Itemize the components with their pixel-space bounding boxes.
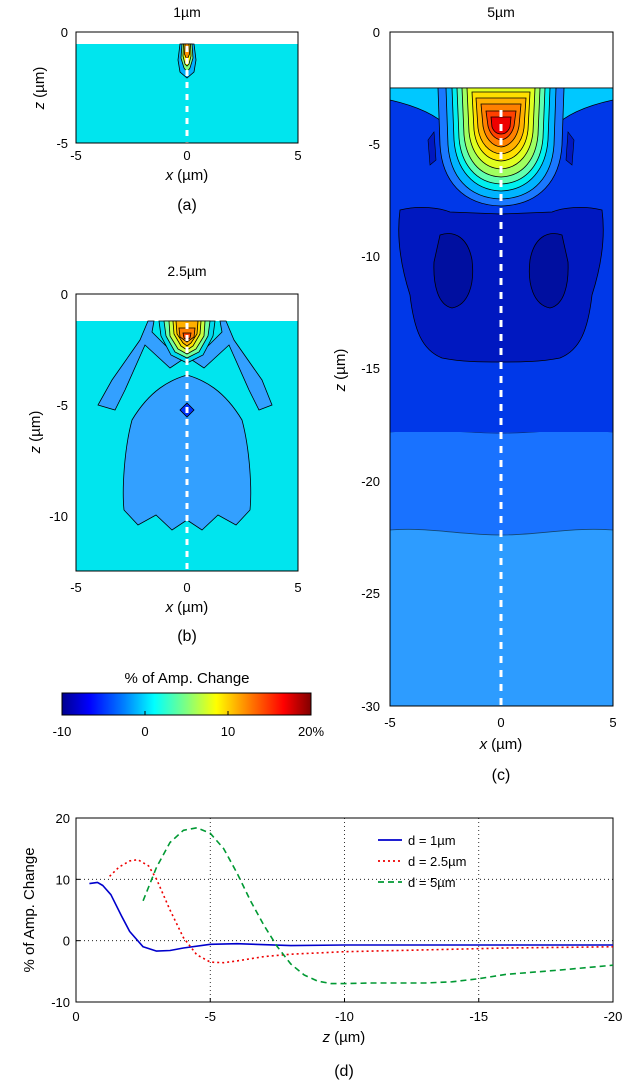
panel-c-ytick: -30 xyxy=(361,699,380,714)
panel-d-xlabel-unit: (µm) xyxy=(334,1029,365,1046)
panel-c-xlabel-unit: (µm) xyxy=(491,736,522,753)
panel-b-xtick: 0 xyxy=(183,580,190,595)
panel-d-series-line-2 xyxy=(109,858,614,964)
panel-d-series-line-1 xyxy=(89,881,613,952)
panel-c-title: 5µm xyxy=(487,4,515,20)
panel-c-ylabel: z (µm) xyxy=(332,349,349,393)
panel-c-ytick: -5 xyxy=(368,137,380,152)
panel-a-frame xyxy=(75,31,299,144)
panel-d-legend-label: d = 2.5µm xyxy=(408,854,466,869)
panel-b-xlabel-var: x xyxy=(165,599,174,616)
panel-d-xtick-label: -15 xyxy=(469,1009,488,1024)
panel-c-x-ticks: -5 0 5 xyxy=(384,715,616,730)
panel-b-ylabel-unit: (µm) xyxy=(27,411,44,442)
panel-b-ytick: -10 xyxy=(49,509,68,524)
panel-b-xlabel-unit: (µm) xyxy=(177,599,208,616)
colorbar-tick-label: 20% xyxy=(298,724,324,739)
panel-c-contour xyxy=(433,233,474,309)
panel-b-y-ticks: 0 -5 -10 xyxy=(49,287,68,524)
panel-d-ytick-label: -10 xyxy=(51,995,70,1010)
panel-b-ylabel: z (µm) xyxy=(27,411,44,455)
colorbar-tick-label: 10 xyxy=(221,724,235,739)
panel-b-ytick: 0 xyxy=(61,287,68,302)
panel-d-ylabel: % of Amp. Change xyxy=(21,847,38,972)
panel-d-legend: d = 1µm d = 2.5µm d = 5µm xyxy=(378,833,466,890)
panel-d-ytick-label: 20 xyxy=(56,811,70,826)
panel-b-contour xyxy=(97,320,183,411)
panel-b-frame xyxy=(75,293,299,572)
panel-a-ytick: 0 xyxy=(61,25,68,40)
colorbar-title: % of Amp. Change xyxy=(124,670,249,687)
panel-d-xlabel-var: z xyxy=(322,1029,331,1046)
panel-a-ylabel: z (µm) xyxy=(31,67,48,111)
panel-d-series xyxy=(89,827,614,985)
panel-a-xlabel: x (µm) xyxy=(165,167,209,184)
panel-a-x-ticks: -5 0 5 xyxy=(70,148,301,163)
colorbar-gradient xyxy=(61,692,312,716)
panel-b-xtick: 5 xyxy=(294,580,301,595)
panel-d-ytick-label: 10 xyxy=(56,872,70,887)
panel-d-xlabel: z (µm) xyxy=(322,1029,366,1046)
panel-d-caption: (d) xyxy=(334,1063,354,1080)
panel-c-ylabel-unit: (µm) xyxy=(332,349,349,380)
panel-c-y-ticks: 0 -5 -10 -15 -20 -25 -30 xyxy=(361,25,380,714)
panel-c-ytick: -10 xyxy=(361,249,380,264)
colorbar: % of Amp. Change -10 0 10 20% xyxy=(53,670,325,739)
panel-c-ytick: 0 xyxy=(373,25,380,40)
panel-b-x-ticks: -5 0 5 xyxy=(70,580,301,595)
panel-b-caption: (b) xyxy=(177,628,197,645)
panel-d-y-ticks: 20 10 0 -10 xyxy=(51,811,80,1010)
panel-b-xtick: -5 xyxy=(70,580,82,595)
panel-d-legend-label: d = 5µm xyxy=(408,875,456,890)
colorbar-ticks: -10 0 10 20% xyxy=(53,711,324,739)
panel-c-ylabel-var: z xyxy=(332,383,349,392)
panel-a: 1µm -5 0 5 0 -5 x (µm) z(µm) (a) xyxy=(31,4,302,214)
panel-d-xtick-label: -20 xyxy=(604,1009,623,1024)
colorbar-tick-label: -10 xyxy=(53,724,72,739)
panel-a-ylabel-var: z xyxy=(31,101,48,110)
panel-c-ytick: -15 xyxy=(361,361,380,376)
panel-c-frame xyxy=(389,31,614,707)
panel-b-contour xyxy=(191,320,273,411)
panel-c-xtick: 5 xyxy=(609,715,616,730)
panel-d-xtick-label: -10 xyxy=(335,1009,354,1024)
panel-d-grid xyxy=(76,818,613,1002)
panel-a-caption: (a) xyxy=(177,197,197,214)
panel-a-xtick: -5 xyxy=(70,148,82,163)
panel-a-title: 1µm xyxy=(173,4,201,20)
panel-b: 2.5µm -5 0 5 0 -5 -10 x (µm) z xyxy=(27,263,302,645)
panel-d-ytick-label: 0 xyxy=(63,934,70,949)
panel-c-contour xyxy=(528,233,569,309)
panel-c-caption: (c) xyxy=(492,767,511,784)
panel-c-ytick: -20 xyxy=(361,474,380,489)
panel-c-xlabel-var: x xyxy=(479,736,488,753)
panel-a-xlabel-unit: (µm) xyxy=(177,167,208,184)
panel-c-contour xyxy=(427,131,437,166)
panel-c-contour xyxy=(565,131,575,166)
panel-a-ylabel-unit: (µm) xyxy=(31,67,48,98)
panel-b-title: 2.5µm xyxy=(167,263,206,279)
panel-c: 5µm -5 0 xyxy=(332,4,617,784)
panel-a-ytick: -5 xyxy=(56,136,68,151)
panel-b-xlabel: x (µm) xyxy=(165,599,209,616)
panel-d-series-line-3 xyxy=(142,827,614,985)
colorbar-tick-label: 0 xyxy=(141,724,148,739)
panel-a-xlabel-var: x xyxy=(165,167,174,184)
panel-d-legend-label: d = 1µm xyxy=(408,833,456,848)
panel-c-xtick: -5 xyxy=(384,715,396,730)
panel-a-y-ticks: 0 -5 xyxy=(56,25,68,151)
panel-d-xtick-label: -5 xyxy=(204,1009,216,1024)
panel-d-x-ticks: 0 -5 -10 -15 -20 xyxy=(72,998,622,1024)
panel-b-ylabel-var: z xyxy=(27,445,44,454)
panel-d-xtick-label: 0 xyxy=(72,1009,79,1024)
panel-c-ytick: -25 xyxy=(361,586,380,601)
panel-a-xtick: 5 xyxy=(294,148,301,163)
panel-a-xtick: 0 xyxy=(183,148,190,163)
panel-c-xtick: 0 xyxy=(497,715,504,730)
panel-c-xlabel: x (µm) xyxy=(479,736,523,753)
panel-b-ytick: -5 xyxy=(56,398,68,413)
